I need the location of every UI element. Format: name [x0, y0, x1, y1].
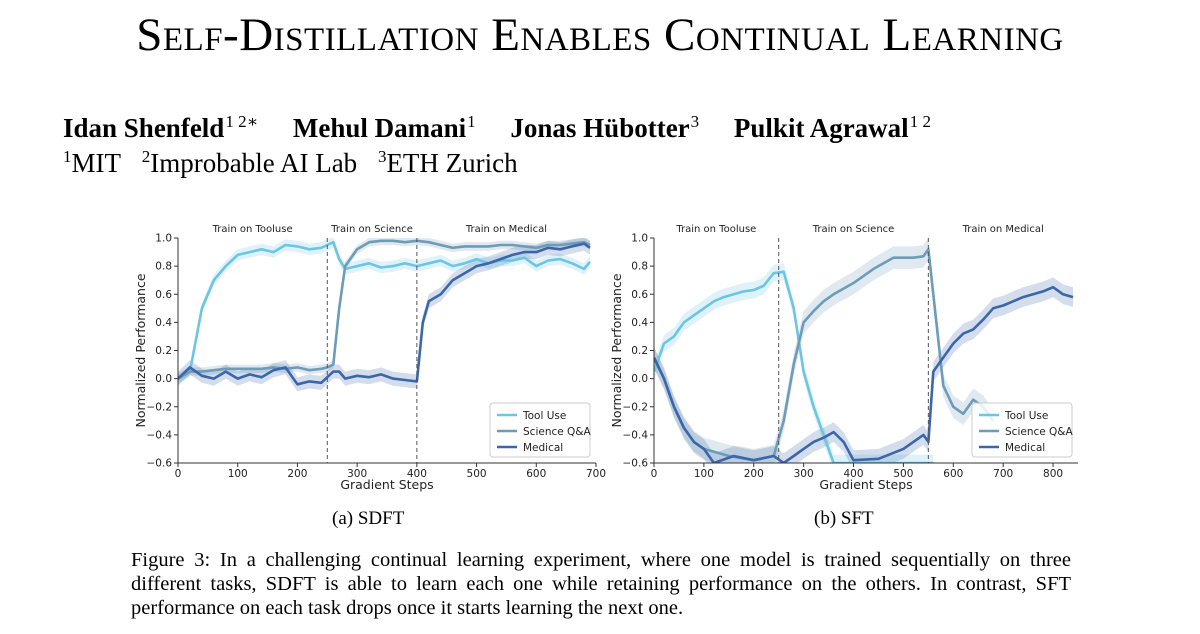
- series-line-medical: [654, 285, 1074, 463]
- legend-label: Medical: [523, 442, 563, 454]
- affiliation: 2Improbable AI Lab: [142, 147, 357, 179]
- series-line-science-qa: [178, 239, 591, 380]
- y-tick-label: 0.8: [155, 261, 172, 273]
- affiliation-name: MIT: [71, 148, 122, 178]
- y-tick-label: 0.2: [631, 345, 648, 357]
- y-axis-label: Normalized Performance: [609, 273, 624, 427]
- legend-label: Science Q&A: [1005, 426, 1073, 438]
- y-tick-label: 0.4: [155, 317, 172, 329]
- author: Idan Shenfeld1 2∗: [63, 112, 258, 144]
- x-tick-label: 100: [694, 468, 714, 480]
- legend-box: [489, 402, 591, 458]
- x-tick-label: 300: [794, 468, 814, 480]
- y-tick-label: −0.6: [623, 458, 649, 470]
- x-tick-label: 600: [526, 468, 546, 480]
- series-line-medical: [178, 242, 591, 386]
- y-tick-label: 0.6: [631, 289, 648, 301]
- phase-label: Train on Medical: [465, 224, 547, 235]
- x-tick-label: 300: [347, 468, 367, 480]
- x-tick-label: 200: [744, 468, 764, 480]
- x-tick-label: 0: [651, 468, 658, 480]
- y-tick-label: 0.6: [155, 289, 172, 301]
- affiliation: 3ETH Zurich: [378, 147, 518, 179]
- y-tick-label: 0.4: [631, 317, 648, 329]
- y-tick-label: −0.6: [147, 458, 173, 470]
- author: Pulkit Agrawal1 2: [734, 112, 931, 144]
- author: Jonas Hübotter3: [510, 112, 699, 144]
- y-tick-label: 0.0: [631, 373, 648, 385]
- legend-label: Medical: [1005, 442, 1045, 454]
- chart-sft: Train on Tooluse Train on Science Train on…: [609, 224, 1078, 492]
- series-line-tool-use: [654, 270, 934, 463]
- paper-title: Self-Distillation Enables Continual Lear…: [136, 9, 1064, 61]
- legend: Tool Use Science Q&A Medical: [489, 402, 591, 458]
- x-axis-label: Gradient Steps: [340, 477, 433, 492]
- x-tick-label: 0: [175, 468, 182, 480]
- x-axis-label: Gradient Steps: [819, 477, 912, 492]
- affiliation: 1MIT: [63, 147, 121, 179]
- y-tick-label: −0.2: [147, 401, 173, 413]
- y-tick-label: −0.4: [147, 429, 173, 441]
- phase-label: Train on Tooluse: [212, 224, 293, 235]
- x-tick-label: 700: [586, 468, 606, 480]
- legend-label: Tool Use: [1004, 410, 1048, 422]
- legend-box: [971, 402, 1073, 458]
- legend-label: Tool Use: [522, 410, 566, 422]
- y-tick-label: 0.8: [631, 261, 648, 273]
- band-science-qa: [654, 238, 994, 463]
- x-tick-label: 200: [287, 468, 307, 480]
- affiliation-name: ETH Zurich: [386, 148, 518, 178]
- y-tick-label: −0.2: [623, 401, 649, 413]
- legend: Tool Use Science Q&A Medical: [971, 402, 1073, 458]
- y-tick-label: 1.0: [631, 233, 648, 245]
- y-tick-label: 0.0: [155, 373, 172, 385]
- affiliation-number: 1: [63, 147, 72, 166]
- y-tick-label: −0.4: [623, 429, 649, 441]
- x-tick-label: 100: [228, 468, 248, 480]
- author-name: Pulkit Agrawal: [733, 113, 909, 143]
- author-name: Idan Shenfeld: [63, 113, 225, 143]
- affiliation-name: Improbable AI Lab: [150, 148, 358, 178]
- author: Mehul Damani1: [293, 112, 476, 144]
- author-name: Mehul Damani: [292, 113, 467, 143]
- phase-label: Train on Medical: [962, 224, 1044, 235]
- series-line-tool-use: [178, 240, 591, 380]
- legend-label: Science Q&A: [523, 426, 591, 438]
- chart-sdft: Train on Tooluse Train on Science Train on…: [133, 224, 606, 492]
- x-tick-label: 600: [943, 468, 963, 480]
- author-affil-mark: 3: [690, 112, 700, 131]
- y-tick-label: 0.2: [155, 345, 172, 357]
- subcaption-sft: (b) SFT: [814, 508, 874, 529]
- phase-label: Train on Science: [812, 224, 895, 235]
- x-tick-label: 800: [1043, 468, 1063, 480]
- affiliation-list: 1MIT 2Improbable AI Lab 3ETH Zurich: [63, 147, 532, 179]
- affiliation-number: 2: [141, 147, 151, 166]
- x-tick-label: 700: [993, 468, 1013, 480]
- phase-label: Train on Tooluse: [675, 224, 756, 235]
- author-list: Idan Shenfeld1 2∗ Mehul Damani1 Jonas Hü…: [63, 112, 931, 144]
- x-tick-label: 500: [893, 468, 913, 480]
- author-affil-mark: 1 2∗: [225, 112, 259, 131]
- subcaption-sdft: (a) SDFT: [332, 508, 405, 529]
- band-medical: [654, 277, 1073, 463]
- author-affil-mark: 1 2: [909, 112, 931, 131]
- author-affil-mark: 1: [467, 112, 476, 131]
- affiliation-number: 3: [377, 147, 387, 166]
- x-tick-label: 500: [467, 468, 487, 480]
- x-tick-label: 400: [407, 468, 427, 480]
- y-axis-label: Normalized Performance: [133, 273, 148, 427]
- figure-caption: Figure 3: In a challenging continual lea…: [131, 549, 1071, 619]
- phase-label: Train on Science: [330, 224, 413, 235]
- x-tick-label: 400: [844, 468, 864, 480]
- author-name: Jonas Hübotter: [510, 113, 690, 143]
- y-tick-label: 1.0: [155, 233, 172, 245]
